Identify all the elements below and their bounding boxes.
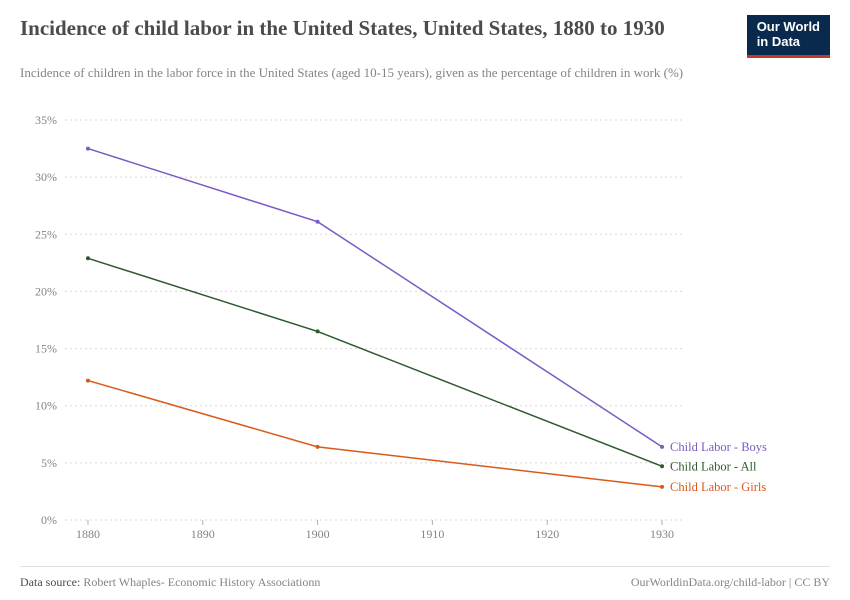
series-marker-girls xyxy=(660,485,664,489)
y-tick-label: 35% xyxy=(35,113,57,127)
header-row: Incidence of child labor in the United S… xyxy=(20,15,830,58)
x-tick-label: 1930 xyxy=(650,527,674,541)
series-marker-girls xyxy=(316,445,320,449)
x-tick-label: 1880 xyxy=(76,527,100,541)
source-value: Robert Whaples- Economic History Associa… xyxy=(83,575,320,589)
y-tick-label: 10% xyxy=(35,399,57,413)
series-marker-boys xyxy=(86,147,90,151)
attribution: OurWorldinData.org/child-labor | CC BY xyxy=(631,575,830,590)
series-line-boys xyxy=(88,149,662,447)
logo-line-1: Our World xyxy=(757,20,820,35)
y-tick-label: 15% xyxy=(35,342,57,356)
series-label-boys: Child Labor - Boys xyxy=(670,440,767,454)
x-tick-label: 1920 xyxy=(535,527,559,541)
chart-footer: Data source: Robert Whaples- Economic Hi… xyxy=(20,566,830,590)
y-tick-label: 5% xyxy=(41,456,57,470)
x-tick-label: 1910 xyxy=(420,527,444,541)
series-label-all: Child Labor - All xyxy=(670,459,757,473)
line-chart: 0% 5% 10% 15% 20% 25% 30% 35% 1880 1890 1900 1910 19… xyxy=(20,110,830,550)
chart-title: Incidence of child labor in the United S… xyxy=(20,15,665,42)
series-marker-all xyxy=(86,256,90,260)
x-tick-label: 1890 xyxy=(191,527,215,541)
y-tick-label: 0% xyxy=(41,513,57,527)
series-marker-boys xyxy=(660,445,664,449)
series-marker-girls xyxy=(86,379,90,383)
series-marker-boys xyxy=(316,220,320,224)
chart-container: Incidence of child labor in the United S… xyxy=(0,0,850,600)
x-tick-label: 1900 xyxy=(306,527,330,541)
series-label-girls: Child Labor - Girls xyxy=(670,480,766,494)
data-source: Data source: Robert Whaples- Economic Hi… xyxy=(20,575,320,590)
y-tick-label: 20% xyxy=(35,284,57,298)
owid-logo: Our World in Data xyxy=(747,15,830,58)
y-tick-label: 25% xyxy=(35,227,57,241)
chart-subtitle: Incidence of children in the labor force… xyxy=(20,64,820,82)
logo-line-2: in Data xyxy=(757,35,820,50)
source-label: Data source: xyxy=(20,575,80,589)
y-tick-label: 30% xyxy=(35,170,57,184)
series-marker-all xyxy=(316,329,320,333)
series-line-girls xyxy=(88,381,662,487)
series-marker-all xyxy=(660,464,664,468)
series-line-all xyxy=(88,258,662,466)
